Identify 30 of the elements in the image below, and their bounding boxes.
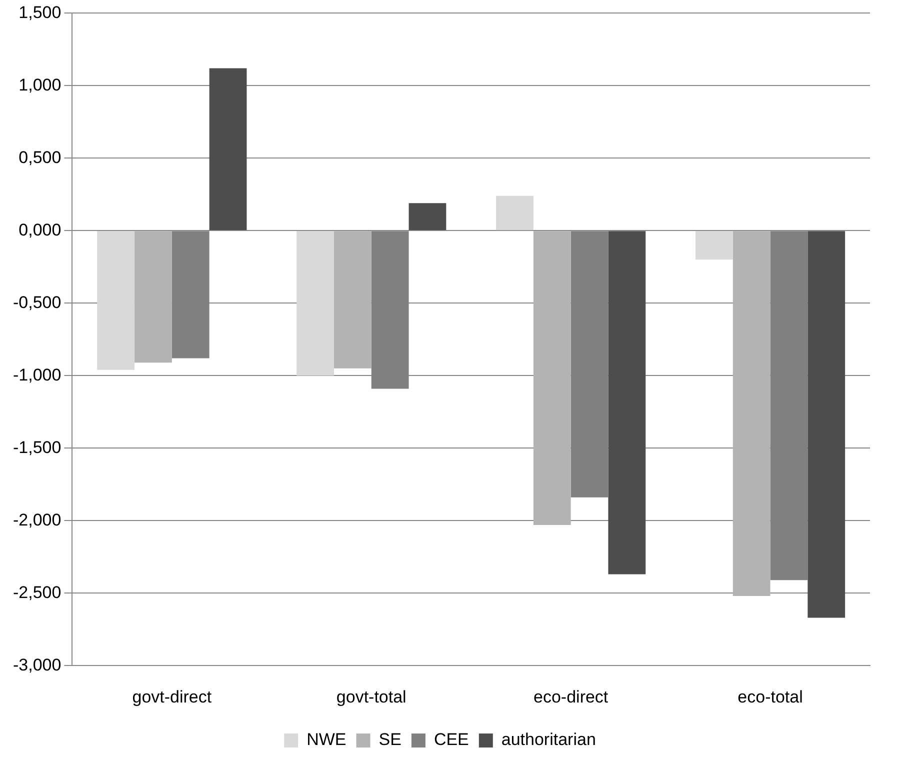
x-tick-label: govt-total [336,687,406,706]
y-tick-label: -0,500 [13,292,62,312]
y-tick-label: -1,500 [13,438,62,457]
y-tick-label: -1,000 [13,365,62,384]
bar [608,231,646,574]
bar [695,231,733,260]
bar [296,231,334,376]
bar [134,231,172,363]
bar [808,231,846,618]
legend-label: CEE [434,730,469,750]
y-tick-label: 0,000 [18,220,62,240]
legend-label: SE [378,730,402,750]
x-tick-label: eco-total [738,687,803,706]
bar [334,231,372,368]
y-tick-label: -2,500 [13,582,62,602]
legend-label: authoritarian [501,730,596,750]
bar [97,231,135,370]
y-tick-label: -2,000 [13,510,62,530]
x-tick-label: govt-direct [132,687,212,706]
bar [408,203,446,230]
legend-label: NWE [306,730,346,750]
y-tick-label: 1,500 [18,2,62,22]
bar [496,196,534,230]
y-tick-label: 0,500 [18,148,62,167]
bar [732,231,770,596]
y-tick-label: -3,000 [13,655,62,674]
bar [209,68,247,230]
x-tick-label: eco-direct [534,687,608,706]
bar [533,231,571,525]
y-tick-label: 1,000 [18,75,62,94]
